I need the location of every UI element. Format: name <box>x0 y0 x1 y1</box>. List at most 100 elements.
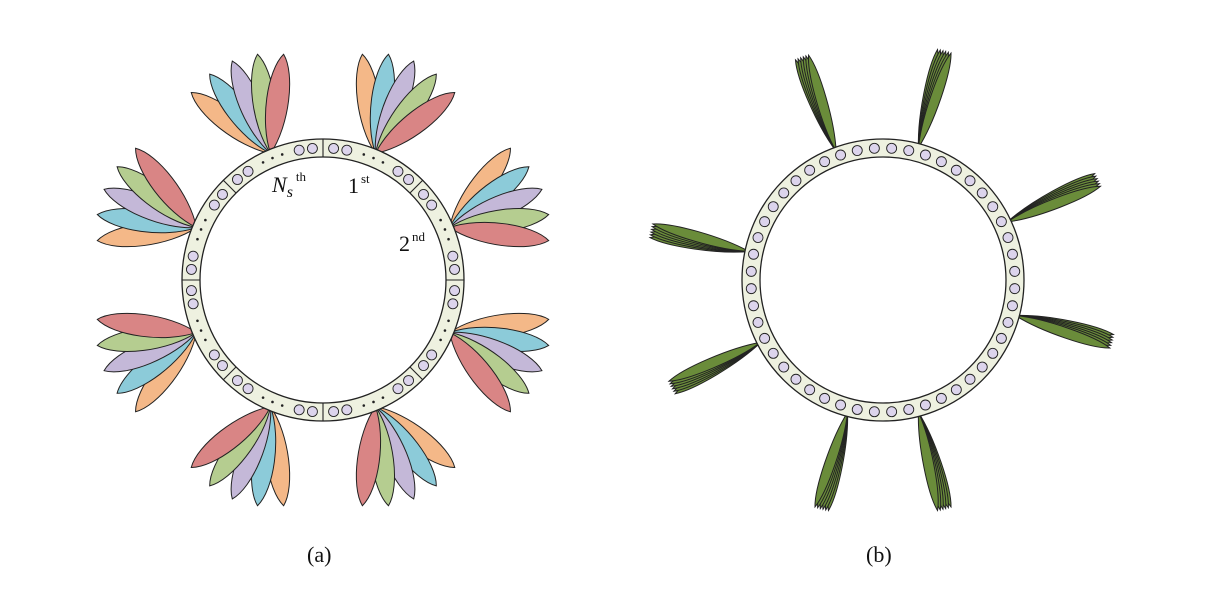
antenna-element <box>964 373 976 385</box>
antenna-element <box>748 300 759 312</box>
antenna-element <box>447 250 459 262</box>
antenna-element <box>185 285 197 297</box>
antenna-element <box>950 384 962 396</box>
caption-a: (a) <box>307 542 332 567</box>
antenna-element <box>995 216 1007 228</box>
ellipsis-dot <box>196 319 199 323</box>
ellipsis-dot <box>271 156 274 160</box>
narrow-beam <box>651 223 750 253</box>
antenna-element <box>903 404 915 415</box>
ellipsis-dot <box>199 228 203 231</box>
narrow-beam <box>917 412 939 512</box>
antenna-element <box>403 375 415 386</box>
antenna-element <box>868 406 880 418</box>
antenna-element <box>919 399 931 411</box>
beam-lobe <box>96 312 198 339</box>
antenna-element <box>976 187 988 199</box>
antenna-element <box>187 250 199 262</box>
antenna-element <box>935 392 947 404</box>
antenna-element <box>208 199 220 211</box>
ellipsis-dot <box>381 396 385 399</box>
beam-lobe <box>190 405 272 468</box>
antenna-element <box>217 360 228 372</box>
ellipsis-dot <box>439 338 442 342</box>
antenna-element <box>306 406 318 418</box>
ns-th-label: Nsth <box>271 169 307 201</box>
ellipsis-dot <box>280 153 284 156</box>
antenna-element <box>293 404 305 416</box>
antenna-element <box>790 175 802 187</box>
caption-b: (b) <box>866 542 892 567</box>
antenna-element <box>987 201 999 213</box>
antenna-element <box>426 199 438 211</box>
antenna-element <box>328 406 340 418</box>
antenna-element <box>819 392 831 404</box>
antenna-element <box>1009 265 1021 277</box>
antenna-element <box>1007 300 1018 312</box>
antenna-element <box>987 347 999 359</box>
antenna-element <box>935 156 947 168</box>
antenna-element <box>208 349 220 361</box>
antenna-element <box>187 298 199 310</box>
antenna-element <box>964 175 976 187</box>
antenna-element <box>868 142 880 154</box>
ellipsis-dot <box>261 396 265 399</box>
section-divider <box>222 366 237 381</box>
ellipsis-dot <box>196 237 199 241</box>
narrow-beam <box>1015 314 1112 349</box>
beam-lobe <box>374 92 456 155</box>
antenna-element <box>341 404 353 416</box>
ellipsis-dot <box>372 156 375 160</box>
antenna-element <box>1002 232 1014 244</box>
antenna-element <box>976 361 988 373</box>
antenna-element <box>426 349 438 361</box>
antenna-element <box>804 164 816 176</box>
ellipsis-dot <box>199 329 203 332</box>
ellipsis-dot <box>280 404 284 407</box>
ellipsis-dot <box>204 218 207 222</box>
antenna-element <box>748 248 759 260</box>
antenna-element <box>835 149 847 161</box>
antenna-element <box>1009 283 1021 295</box>
panel-a-ring-array <box>96 53 550 507</box>
section-divider <box>409 179 424 194</box>
ring-body <box>741 138 1025 422</box>
antenna-element <box>403 174 415 185</box>
narrow-beam <box>814 412 849 509</box>
antenna-element <box>341 144 353 156</box>
beam-lobe <box>448 331 511 413</box>
ellipsis-dot <box>447 237 450 241</box>
antenna-element <box>790 373 802 385</box>
antenna-element <box>778 361 790 373</box>
beam-lobe <box>448 221 550 248</box>
ellipsis-dot <box>372 400 375 404</box>
ellipsis-dot <box>439 218 442 222</box>
antenna-element <box>819 156 831 168</box>
antenna-element <box>185 263 197 275</box>
antenna-element <box>328 142 340 154</box>
antenna-element <box>242 383 254 395</box>
antenna-element <box>767 347 779 359</box>
ellipsis-dot <box>447 319 450 323</box>
antenna-element <box>418 188 429 200</box>
antenna-element <box>392 383 404 395</box>
antenna-element <box>752 316 764 328</box>
antenna-element <box>950 164 962 176</box>
ellipsis-dot <box>443 228 447 231</box>
antenna-element <box>778 187 790 199</box>
ellipsis-dot <box>204 338 207 342</box>
antenna-element <box>995 332 1007 344</box>
antenna-element <box>851 404 863 415</box>
antenna-element <box>745 265 757 277</box>
antenna-element <box>759 332 771 344</box>
antenna-element <box>306 142 318 154</box>
antenna-element <box>242 165 254 177</box>
ellipsis-dot <box>271 400 274 404</box>
antenna-element <box>886 406 898 418</box>
narrow-beam <box>1006 185 1102 223</box>
beam-lobe <box>355 405 382 507</box>
antenna-element <box>217 188 228 200</box>
